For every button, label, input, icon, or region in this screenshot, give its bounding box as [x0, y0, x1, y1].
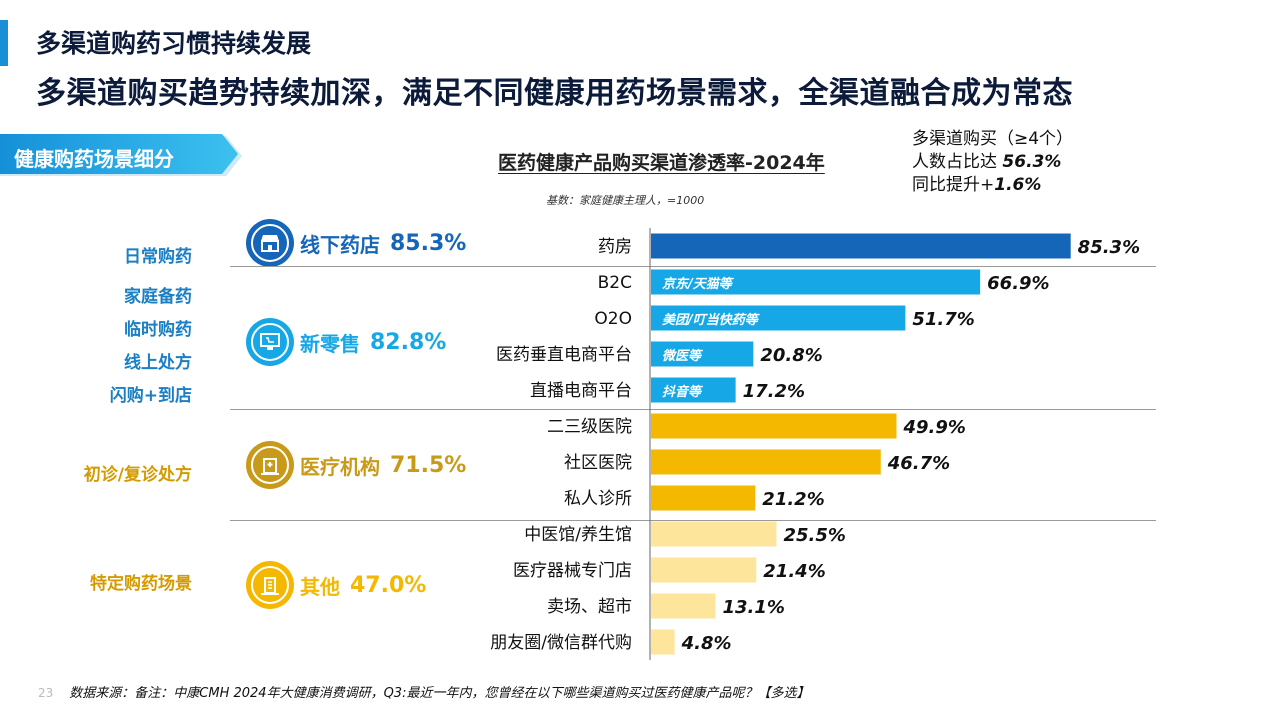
category-label: 朋友圈/微信群代购 [490, 633, 632, 653]
section-tag: 健康购药场景细分 [0, 134, 244, 178]
scene-family: 家庭备药 [124, 287, 192, 307]
value-label: 17.2% [743, 381, 805, 402]
category-label: 二三级医院 [547, 417, 632, 437]
multi-channel-line2-prefix: 人数占比达 [912, 152, 997, 172]
category-label: 医药垂直电商平台 [496, 345, 632, 365]
channel-new-retail-pct: 82.8% [370, 329, 447, 355]
bar [651, 305, 906, 331]
scene-diagnosis: 初诊/复诊处方 [83, 465, 192, 485]
hospital-icon [251, 446, 289, 484]
title-accent-bar [0, 20, 8, 66]
category-label: O2O [594, 309, 632, 329]
multi-channel-line1: 多渠道购买（≥4个） [912, 129, 1074, 149]
channel-medical-pct: 71.5% [390, 452, 467, 478]
bar [651, 377, 736, 403]
chart-title: 医药健康产品购买渠道渗透率-2024年 [498, 152, 825, 174]
category-label: 私人诊所 [564, 489, 632, 509]
source-note: 数据来源：备注：中康CMH 2024年大健康消费调研，Q3:最近一年内，您曾经在… [69, 686, 810, 701]
section-tag-label: 健康购药场景细分 [14, 147, 174, 171]
in-bar-label: 美团/叮当快药等 [662, 312, 761, 328]
page-subtitle: 多渠道购买趋势持续加深，满足不同健康用药场景需求，全渠道融合成为常态 [36, 76, 1073, 111]
category-label: B2C [598, 273, 632, 293]
value-label: 20.8% [760, 345, 822, 366]
channel-new-retail-label: 新零售 [300, 331, 360, 356]
value-label: 21.2% [762, 489, 824, 510]
category-label: 卖场、超市 [547, 597, 632, 617]
value-label: 4.8% [681, 633, 732, 654]
group-divider [230, 520, 1156, 521]
value-label: 21.4% [763, 561, 825, 582]
category-label: 社区医院 [564, 453, 632, 473]
base-note: 基数：家庭健康主理人，=1000 [546, 194, 705, 207]
multi-channel-callout: 多渠道购买（≥4个） 人数占比达 56.3% 同比提升+1.6% [912, 128, 1073, 197]
footer: 23 数据来源：备注：中康CMH 2024年大健康消费调研，Q3:最近一年内，您曾… [38, 682, 809, 701]
scene-specific: 特定购药场景 [90, 574, 192, 594]
group-divider [230, 266, 1156, 267]
bar [651, 629, 675, 655]
in-bar-label: 京东/天猫等 [662, 276, 735, 292]
in-bar-label: 微医等 [662, 348, 704, 364]
screen-cart-icon [251, 323, 289, 361]
bar [651, 521, 777, 547]
multi-channel-line3-prefix: 同比提升+ [912, 175, 995, 195]
category-label: 直播电商平台 [530, 381, 632, 401]
building-icon [251, 566, 289, 604]
category-label: 医疗器械专门店 [513, 561, 632, 581]
scene-online-rx: 线上处方 [124, 353, 192, 373]
channel-medical-institution: 医疗机构 71.5% [246, 441, 466, 489]
bar [651, 449, 881, 475]
bar [651, 593, 716, 619]
bar [651, 557, 757, 583]
channel-new-retail: 新零售 82.8% [246, 318, 446, 366]
value-label: 85.3% [1078, 237, 1140, 258]
value-label: 13.1% [722, 597, 784, 618]
channel-offline-label: 线下药店 [300, 232, 380, 257]
value-label: 51.7% [912, 309, 974, 330]
scene-flash: 闪购+到店 [109, 386, 192, 406]
channel-other: 其他 47.0% [246, 561, 426, 609]
page-number: 23 [38, 686, 54, 700]
channel-offline-pharmacy: 线下药店 85.3% [246, 219, 466, 267]
value-label: 66.9% [987, 273, 1049, 294]
value-label: 49.9% [903, 417, 966, 438]
channel-offline-pct: 85.3% [390, 230, 467, 256]
bar [651, 485, 756, 511]
channel-other-label: 其他 [300, 574, 340, 599]
store-icon [251, 224, 289, 262]
channel-other-pct: 47.0% [350, 572, 427, 598]
bar [651, 269, 981, 295]
multi-channel-line3-value: 1.6% [994, 175, 1042, 195]
scene-temporary: 临时购药 [124, 320, 192, 340]
multi-channel-line2-value: 56.3% [1002, 152, 1062, 172]
bar [651, 341, 754, 367]
value-label: 25.5% [783, 525, 845, 546]
category-label: 药房 [598, 237, 632, 257]
bar [651, 233, 1071, 259]
group-divider [230, 409, 1156, 410]
category-label: 中医馆/养生馆 [524, 525, 632, 545]
channel-medical-label: 医疗机构 [300, 454, 380, 479]
in-bar-label: 抖音等 [662, 384, 704, 400]
scene-daily: 日常购药 [124, 247, 192, 267]
bar [651, 413, 897, 439]
value-label: 46.7% [887, 453, 950, 474]
page-title: 多渠道购药习惯持续发展 [36, 29, 312, 58]
